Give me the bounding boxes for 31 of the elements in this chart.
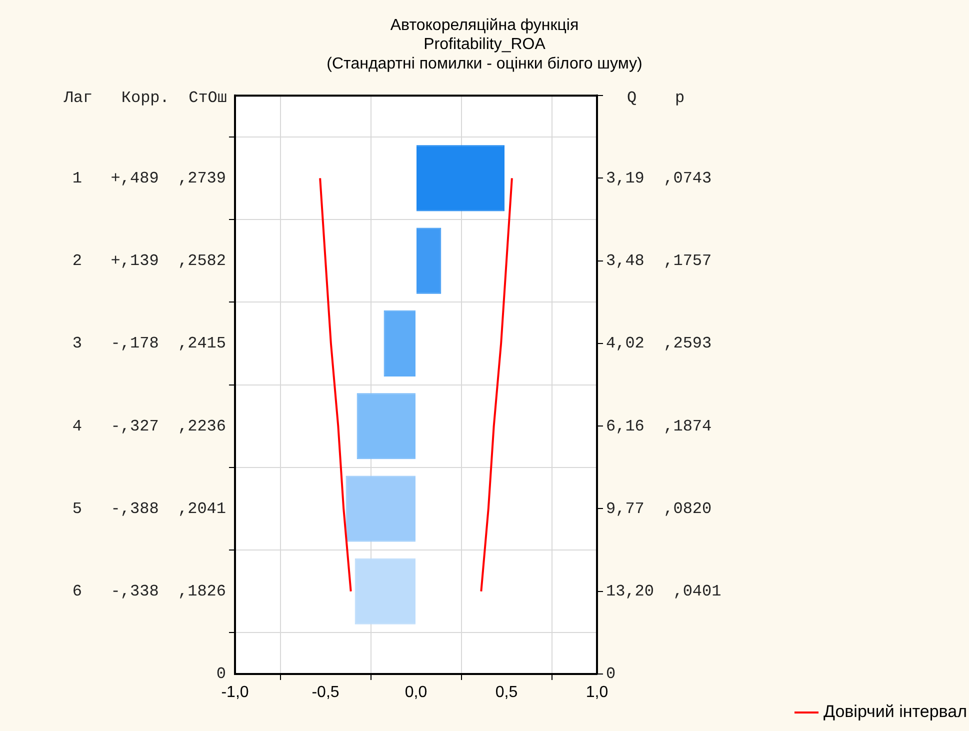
y-tick-label: 4 -,327 ,2236	[72, 417, 226, 436]
y-tick-label: 5 -,388 ,2041	[72, 500, 226, 518]
bar	[416, 145, 505, 212]
legend-label: Довірчий інтервал	[823, 702, 968, 722]
bar	[416, 228, 442, 294]
x-tick-label: 1,0	[586, 684, 608, 702]
x-tick-label: -0,5	[312, 684, 340, 702]
y2-tick-label: 9,77 ,0820	[606, 500, 712, 518]
y-tick-label: 2 +,139 ,2582	[72, 252, 226, 270]
bar	[354, 558, 416, 624]
text: (Стандартні помилки - оцінки білого шуму)	[326, 55, 642, 72]
bar	[356, 393, 416, 460]
y2-tick-label: 13,20 ,0401	[606, 582, 722, 601]
y-axis-title: Лаг Корр. СтОш	[62, 88, 227, 107]
y2-axis-title: Q p	[627, 88, 685, 107]
y2-tick-label: 4,02 ,2593	[606, 334, 712, 353]
y2-tick-label: 3,19 ,0743	[606, 169, 712, 188]
x-tick-label: 0,0	[404, 684, 428, 702]
y-tick-label: 6 -,338 ,1826	[72, 582, 226, 601]
chart-subtitle: Profitability_ROA	[424, 36, 546, 54]
y-tick-label: 3 -,178 ,2415	[72, 334, 226, 353]
y2-tick-label: 0	[606, 665, 616, 684]
y2-tick-label: 3,48 ,1757	[606, 252, 712, 270]
bar	[346, 476, 416, 542]
chart-title: Автокореляційна функція	[390, 17, 579, 34]
x-tick-label: 0,5	[495, 684, 518, 702]
bar	[384, 310, 416, 377]
y-tick-label: 0	[216, 665, 226, 684]
x-tick-label: -1,0	[221, 684, 249, 702]
y-tick-label: 1 +,489 ,2739	[72, 169, 226, 188]
y2-tick-label: 6,16 ,1874	[606, 417, 712, 436]
